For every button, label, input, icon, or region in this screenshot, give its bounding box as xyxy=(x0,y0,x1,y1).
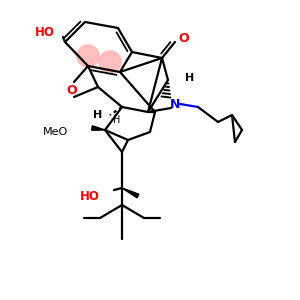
Text: HO: HO xyxy=(35,26,55,40)
Polygon shape xyxy=(92,126,105,130)
Circle shape xyxy=(99,51,121,73)
Text: HO: HO xyxy=(80,190,100,203)
Text: N: N xyxy=(170,98,180,110)
Text: O: O xyxy=(178,32,189,46)
Text: H: H xyxy=(93,110,102,120)
Text: MeO: MeO xyxy=(43,127,68,137)
Circle shape xyxy=(77,45,99,67)
Text: H: H xyxy=(113,115,120,125)
Polygon shape xyxy=(122,188,139,198)
Text: O: O xyxy=(67,83,77,97)
Text: H: H xyxy=(185,73,194,83)
